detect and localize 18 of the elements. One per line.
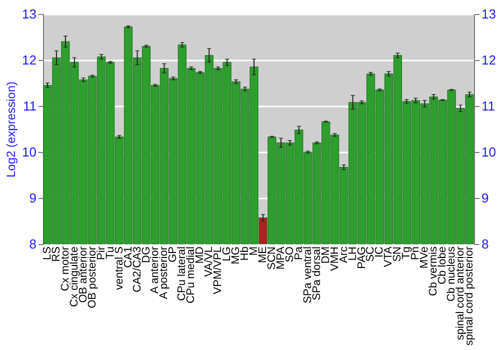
y-tick-label: 9 xyxy=(29,190,36,206)
y2-tick-label: 10 xyxy=(482,144,496,160)
x-tick-label: spinal cord posterior xyxy=(464,246,476,346)
y-tick-label: 10 xyxy=(22,144,36,160)
y2-tick-label: 8 xyxy=(482,236,489,252)
x-tick-label: Tg xyxy=(400,246,413,260)
y-tick-label: 11 xyxy=(23,98,36,114)
y2-tick-label: 13 xyxy=(482,6,496,22)
x-tick-label: SCN xyxy=(266,246,278,270)
y-tick-label: 12 xyxy=(22,52,36,68)
y-tick-label: 13 xyxy=(22,6,36,22)
y2-tick-label: 12 xyxy=(482,52,496,68)
y-tick-label: 8 xyxy=(29,236,36,252)
y-axis-title: Log2 (expression) xyxy=(4,81,18,178)
x-tick-label: RS xyxy=(50,246,62,262)
x-tick-label: A posterior xyxy=(158,246,170,300)
y2-tick-label: 11 xyxy=(482,98,495,114)
y2-tick-label: 9 xyxy=(482,190,489,206)
